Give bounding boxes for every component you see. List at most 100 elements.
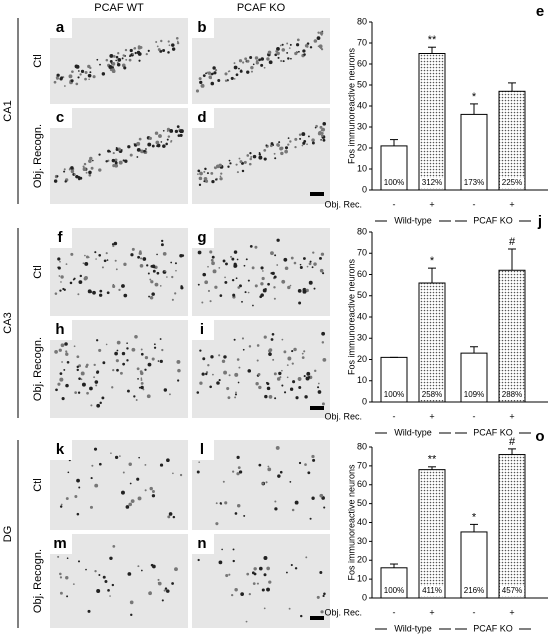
neuron bbox=[103, 259, 107, 263]
neuron bbox=[60, 503, 63, 506]
neuron bbox=[135, 399, 138, 401]
neuron bbox=[238, 470, 243, 474]
neuron bbox=[201, 301, 204, 304]
y-axis-label: Fos immunoreactive neurons bbox=[346, 464, 356, 581]
neuron bbox=[132, 53, 135, 56]
neuron bbox=[154, 131, 159, 135]
y-tick-label: 70 bbox=[357, 248, 367, 258]
neuron bbox=[159, 285, 162, 287]
neuron bbox=[112, 369, 115, 372]
neuron bbox=[136, 477, 140, 481]
neuron bbox=[309, 260, 312, 263]
percent-label: 258% bbox=[422, 390, 442, 399]
column-header: PCAF KO bbox=[237, 2, 286, 14]
neuron bbox=[74, 391, 78, 395]
neuron bbox=[316, 36, 321, 41]
neuron bbox=[202, 74, 206, 78]
neuron bbox=[157, 578, 160, 581]
neuron bbox=[54, 350, 58, 354]
neuron bbox=[88, 159, 92, 163]
neuron bbox=[98, 348, 102, 352]
neuron bbox=[294, 137, 298, 141]
neuron bbox=[151, 489, 155, 493]
neuron bbox=[76, 355, 80, 359]
neuron bbox=[98, 293, 103, 297]
neuron bbox=[259, 295, 263, 299]
neuron bbox=[250, 156, 253, 158]
neuron bbox=[68, 168, 71, 171]
neuron bbox=[177, 368, 181, 373]
neuron bbox=[150, 280, 154, 284]
micrograph-background bbox=[192, 440, 330, 530]
category-label: + bbox=[509, 411, 514, 421]
panel-letter: i bbox=[200, 321, 204, 338]
neuron bbox=[85, 171, 88, 174]
neuron bbox=[268, 349, 272, 353]
neuron bbox=[283, 391, 287, 394]
neuron bbox=[284, 149, 288, 154]
micrograph: n bbox=[192, 534, 330, 628]
neuron bbox=[94, 570, 97, 573]
neuron bbox=[170, 261, 173, 264]
significance: * bbox=[430, 255, 435, 267]
micrograph: i bbox=[192, 320, 330, 418]
category-label: + bbox=[429, 199, 434, 209]
neuron bbox=[167, 51, 170, 54]
y-tick-label: 10 bbox=[357, 163, 367, 173]
neuron bbox=[274, 157, 277, 160]
neuron bbox=[246, 59, 250, 63]
neuron bbox=[263, 66, 266, 69]
neuron bbox=[60, 281, 62, 283]
neuron bbox=[144, 356, 149, 360]
neuron bbox=[127, 145, 131, 149]
neuron bbox=[59, 289, 62, 292]
neuron bbox=[105, 58, 109, 62]
neuron bbox=[122, 362, 126, 366]
neuron bbox=[226, 387, 230, 391]
neuron bbox=[197, 169, 201, 173]
neuron bbox=[210, 258, 214, 262]
panel-letter: l bbox=[200, 441, 204, 458]
neuron bbox=[57, 266, 60, 269]
neuron bbox=[243, 160, 247, 164]
neuron bbox=[224, 280, 228, 284]
neuron bbox=[287, 143, 290, 146]
neuron bbox=[160, 141, 163, 143]
neuron bbox=[167, 40, 170, 43]
neuron bbox=[236, 455, 240, 459]
neuron bbox=[234, 587, 238, 592]
neuron bbox=[110, 452, 112, 455]
neuron bbox=[140, 385, 144, 390]
neuron bbox=[291, 508, 295, 512]
neuron bbox=[268, 395, 273, 399]
neuron bbox=[96, 403, 101, 408]
neuron bbox=[252, 304, 254, 307]
neuron bbox=[238, 284, 242, 288]
neuron bbox=[136, 141, 141, 146]
neuron bbox=[163, 388, 168, 392]
neuron bbox=[60, 76, 63, 79]
neuron bbox=[249, 157, 253, 161]
y-tick-label: 80 bbox=[357, 441, 367, 451]
neuron bbox=[108, 65, 113, 69]
neuron bbox=[102, 575, 106, 579]
neuron bbox=[320, 48, 324, 51]
neuron bbox=[148, 136, 152, 141]
neuron bbox=[227, 165, 230, 168]
panel-letter: g bbox=[197, 229, 206, 246]
neuron bbox=[98, 462, 102, 466]
neuron bbox=[176, 41, 180, 45]
neuron bbox=[247, 369, 252, 373]
neuron bbox=[220, 172, 223, 175]
neuron bbox=[138, 386, 141, 389]
neuron bbox=[85, 568, 87, 571]
section-label: CA3 bbox=[2, 312, 14, 333]
neuron bbox=[311, 454, 315, 459]
neuron bbox=[228, 374, 231, 377]
neuron bbox=[179, 253, 183, 258]
neuron bbox=[145, 148, 147, 150]
neuron bbox=[119, 371, 123, 375]
percent-box bbox=[500, 586, 524, 596]
neuron bbox=[212, 66, 216, 70]
chart-letter: j bbox=[537, 213, 542, 230]
